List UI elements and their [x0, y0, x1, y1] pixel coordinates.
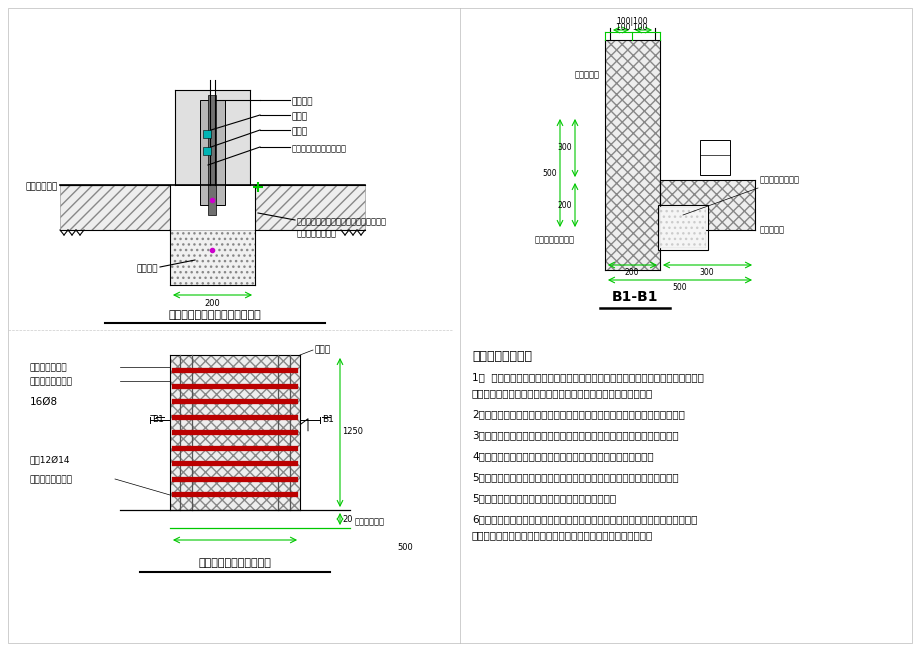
Text: 500: 500 [542, 169, 556, 178]
Text: 一级钢筋连接接头: 一级钢筋连接接头 [30, 475, 73, 484]
Bar [203, 130, 210, 138]
Bar [172, 445, 298, 450]
Bar [172, 477, 298, 482]
Text: 采用不低于墙体混凝土等级的座浆料封堵: 采用不低于墙体混凝土等级的座浆料封堵 [297, 217, 387, 226]
Text: 5、吊装就位后，应及时校准并采取临时固定措施；: 5、吊装就位后，应及时校准并采取临时固定措施； [471, 493, 616, 503]
Text: 灌浆料（本次竞赛不做）: 灌浆料（本次竞赛不做） [291, 144, 346, 153]
Text: 纵筋12Ø14: 纵筋12Ø14 [30, 455, 71, 464]
Text: 3、吊装施工前，应复核构件装配位置、节点连接构造及临时支撑方案等；: 3、吊装施工前，应复核构件装配位置、节点连接构造及临时支撑方案等； [471, 430, 678, 440]
Text: 6、选手确认提前完成、申请离场，在完成全部任务要求的前提下现场裁判确认赛: 6、选手确认提前完成、申请离场，在完成全部任务要求的前提下现场裁判确认赛 [471, 514, 697, 524]
Text: 三、竞赛注意事项: 三、竞赛注意事项 [471, 350, 531, 363]
Bar [657, 205, 708, 250]
Bar [172, 368, 298, 373]
Text: 构件的跨温度及预制构件和配件的型号、规格、数量等进行检查；: 构件的跨温度及预制构件和配件的型号、规格、数量等进行检查； [471, 388, 652, 398]
Text: 100|100: 100|100 [616, 17, 647, 26]
Text: B1-B1: B1-B1 [611, 290, 657, 304]
Text: 500: 500 [672, 283, 686, 292]
Bar [255, 185, 365, 230]
Text: 预制墙外露钢筋: 预制墙外露钢筋 [30, 363, 68, 372]
Text: 边缘构件复合箍筋: 边缘构件复合箍筋 [759, 175, 800, 184]
Text: 现浇边缘构件配筋立面图: 现浇边缘构件配筋立面图 [199, 558, 271, 568]
Bar [60, 185, 170, 230]
Text: 2、吊装施工前，应清洁接合面，并进行测量放线、设置构件安装定位标识；: 2、吊装施工前，应清洁接合面，并进行测量放线、设置构件安装定位标识； [471, 409, 684, 419]
Text: 300: 300 [699, 268, 713, 277]
Text: 200: 200 [204, 299, 220, 308]
Bar [172, 399, 298, 404]
Text: 200: 200 [557, 201, 572, 210]
Bar [172, 415, 298, 419]
Bar [659, 180, 754, 230]
Bar [172, 430, 298, 435]
Text: 预制墙: 预制墙 [314, 345, 331, 354]
Text: 边缘构件复合箍筋: 边缘构件复合箍筋 [535, 235, 574, 244]
Text: 预制剪力墙: 预制剪力墙 [574, 70, 599, 79]
Text: 连接钢筋兼做箍筋: 连接钢筋兼做箍筋 [30, 377, 73, 386]
Text: 100 100: 100 100 [616, 23, 647, 32]
Bar [215, 90, 250, 185]
Text: 200: 200 [624, 268, 639, 277]
Bar [699, 140, 729, 175]
Text: 300: 300 [557, 143, 572, 152]
Bar [605, 40, 659, 270]
Text: 预埋插筋: 预埋插筋 [136, 264, 158, 273]
Text: 16Ø8: 16Ø8 [30, 397, 58, 407]
Text: 20: 20 [342, 514, 352, 523]
Text: 楼层结构标高: 楼层结构标高 [355, 518, 384, 527]
Bar [199, 100, 225, 205]
Bar [175, 90, 210, 185]
Text: 4、吊装施工前，应检查复核吊装设备及吊具处于安全操作状态；: 4、吊装施工前，应检查复核吊装设备及吊具处于安全操作状态； [471, 451, 652, 461]
Text: 出浆孔: 出浆孔 [291, 112, 308, 121]
Bar [659, 207, 705, 248]
Text: （本次竞赛不做）: （本次竞赛不做） [297, 229, 336, 238]
Bar [203, 147, 210, 155]
Bar [172, 492, 298, 497]
Text: 灌浆套筒: 灌浆套筒 [291, 97, 313, 106]
Text: B1: B1 [322, 415, 334, 424]
Bar [170, 230, 255, 285]
Bar [172, 383, 298, 389]
Bar [170, 355, 300, 510]
Text: 预制剪力墙: 预制剪力墙 [759, 225, 784, 234]
Bar [172, 461, 298, 466]
Text: 预制砼墙钢筋套筒部位连接大样: 预制砼墙钢筋套筒部位连接大样 [168, 310, 261, 320]
Text: 前完成时间量。未全部完成任务而提前离场的不计算时间提前量。: 前完成时间量。未全部完成任务而提前离场的不计算时间提前量。 [471, 530, 652, 540]
Text: 注浆孔: 注浆孔 [291, 127, 308, 136]
Text: 5、预制构件安装前，构件底部应设置可调整接缝厚度和底部标高的垫块；: 5、预制构件安装前，构件底部应设置可调整接缝厚度和底部标高的垫块； [471, 472, 678, 482]
Text: 楼层结构标高: 楼层结构标高 [26, 182, 58, 191]
Text: 500: 500 [397, 543, 413, 552]
Text: 1250: 1250 [342, 428, 363, 437]
Text: B1: B1 [152, 415, 164, 424]
Bar [208, 95, 216, 215]
Text: 1、  吊装施工前，应对已完成结构的强度、外观质量、尺寸进行检查；并应对预制: 1、 吊装施工前，应对已完成结构的强度、外观质量、尺寸进行检查；并应对预制 [471, 372, 703, 382]
